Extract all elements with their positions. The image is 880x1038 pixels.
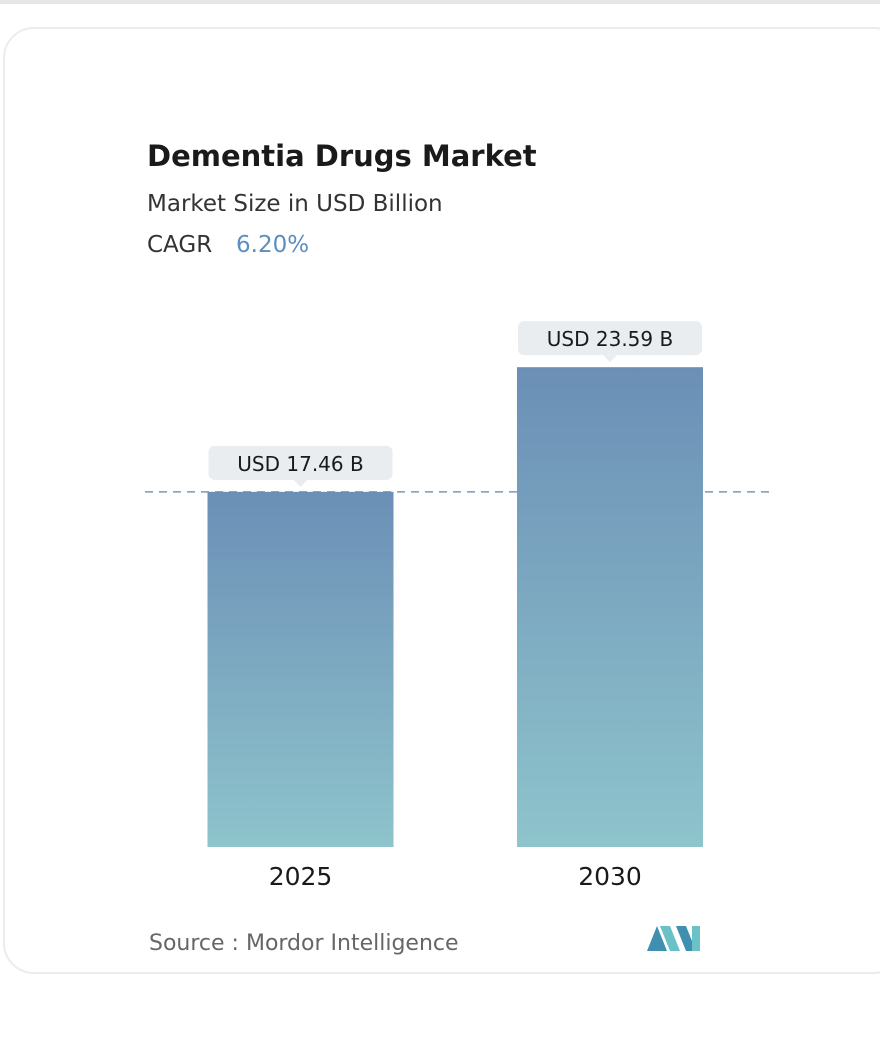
value-label-box — [208, 445, 393, 480]
value-label-pointer — [293, 479, 308, 487]
x-tick-label: 2025 — [269, 862, 333, 891]
top-bar — [0, 0, 880, 4]
cagr-value: 6.20% — [236, 232, 309, 258]
value-label-pointer — [603, 355, 617, 363]
value-label-box — [518, 321, 702, 356]
logo — [647, 926, 700, 951]
bar — [207, 491, 394, 847]
x-tick-label: 2030 — [578, 862, 642, 891]
chart-title: Dementia Drugs Market — [147, 139, 537, 173]
cagr-label: CAGR — [147, 232, 212, 258]
bar — [517, 367, 703, 847]
source: Source : Mordor Intelligence — [149, 931, 459, 956]
value-label: USD 23.59 B — [547, 327, 673, 351]
chart-subtitle: Market Size in USD Billion — [147, 191, 443, 217]
value-label: USD 17.46 B — [237, 452, 363, 476]
